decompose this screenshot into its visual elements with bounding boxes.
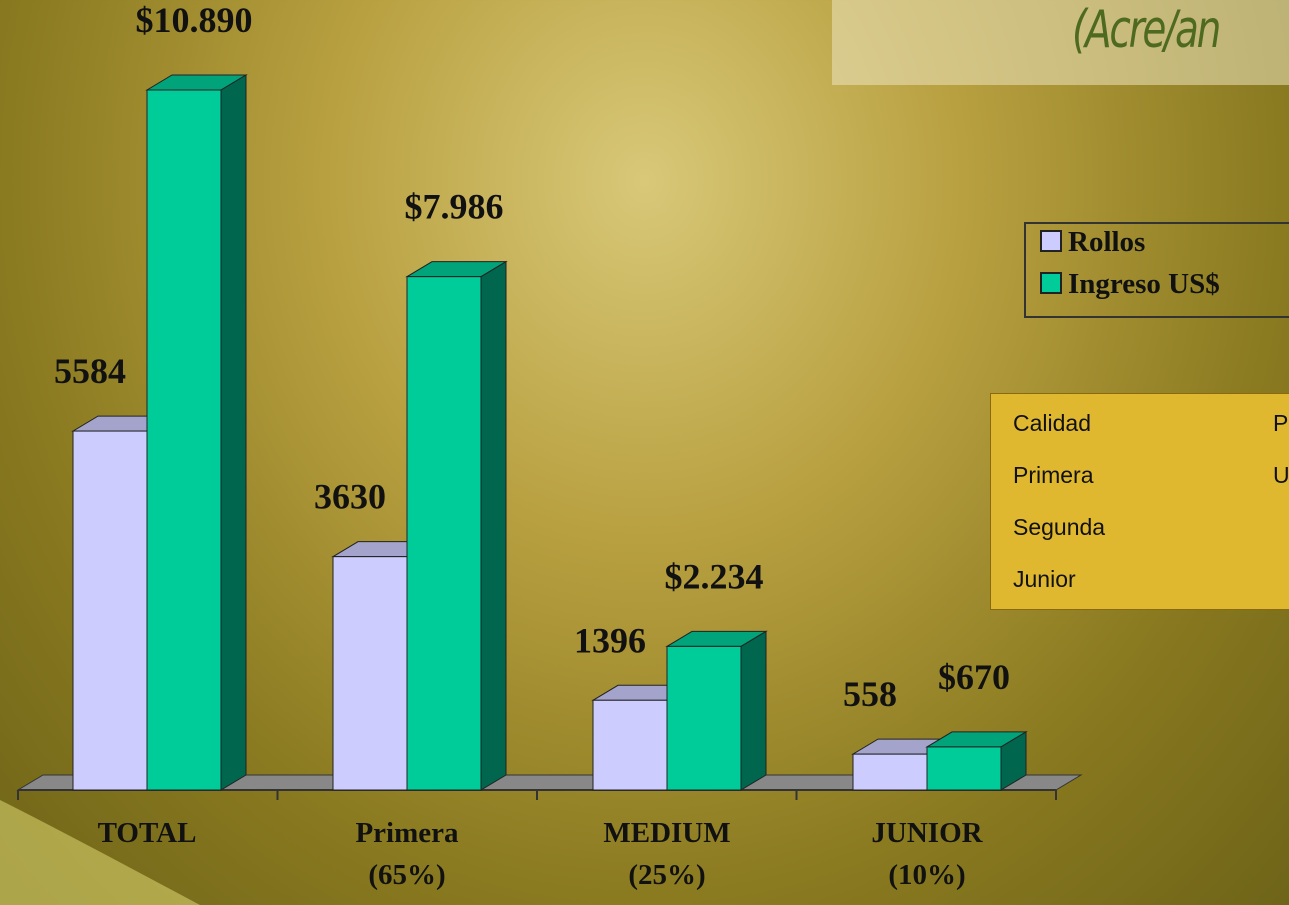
bar-side xyxy=(741,631,766,790)
bar xyxy=(73,431,147,790)
table-cell: U xyxy=(1273,462,1289,489)
value-label: $7.986 xyxy=(405,187,504,227)
table-cell: Segunda xyxy=(1013,514,1105,541)
table-cell: Calidad xyxy=(1013,410,1091,437)
legend-label: Ingreso US$ xyxy=(1068,268,1220,300)
chart-title: (Acre/an xyxy=(1072,0,1219,60)
value-label: 1396 xyxy=(574,620,646,660)
value-label: $10.890 xyxy=(136,0,253,40)
legend-entry: Rollos xyxy=(1040,226,1145,259)
legend-swatch xyxy=(1040,272,1062,294)
bar xyxy=(853,754,927,790)
bar xyxy=(407,277,481,790)
bar xyxy=(593,700,667,790)
page: Chart {"chart_data": {"type": "bar3d", "… xyxy=(0,0,1289,905)
page-body: 5584 $10.890 3630 $7.986 1396 $2.234 558 $670 (… xyxy=(0,0,1289,905)
legend: Rollos Ingreso US$ xyxy=(1024,222,1289,318)
value-label: $2.234 xyxy=(665,556,764,596)
title-box xyxy=(832,0,1289,85)
table-cell: Junior xyxy=(1013,566,1076,593)
x-tick-label: JUNIOR (10%) xyxy=(837,812,1017,896)
value-label: $670 xyxy=(938,657,1010,697)
quality-table: Calidad P Primera U Segunda Junior xyxy=(990,393,1289,610)
x-tick-label: Primera (65%) xyxy=(317,812,497,896)
x-tick-label: TOTAL xyxy=(57,812,237,854)
value-label: 558 xyxy=(843,674,897,714)
legend-entry: Ingreso US$ xyxy=(1040,268,1220,301)
bar xyxy=(667,646,741,790)
bar xyxy=(333,557,407,790)
bar-side xyxy=(481,262,506,790)
table-cell: Primera xyxy=(1013,462,1094,489)
bar xyxy=(147,90,221,790)
table-cell: P xyxy=(1273,410,1288,437)
bar xyxy=(927,747,1001,790)
value-label: 3630 xyxy=(314,477,386,517)
legend-label: Rollos xyxy=(1068,226,1145,258)
x-tick-label: MEDIUM (25%) xyxy=(577,812,757,896)
legend-swatch xyxy=(1040,230,1062,252)
value-label: 5584 xyxy=(54,351,126,391)
bar-side xyxy=(221,75,246,790)
